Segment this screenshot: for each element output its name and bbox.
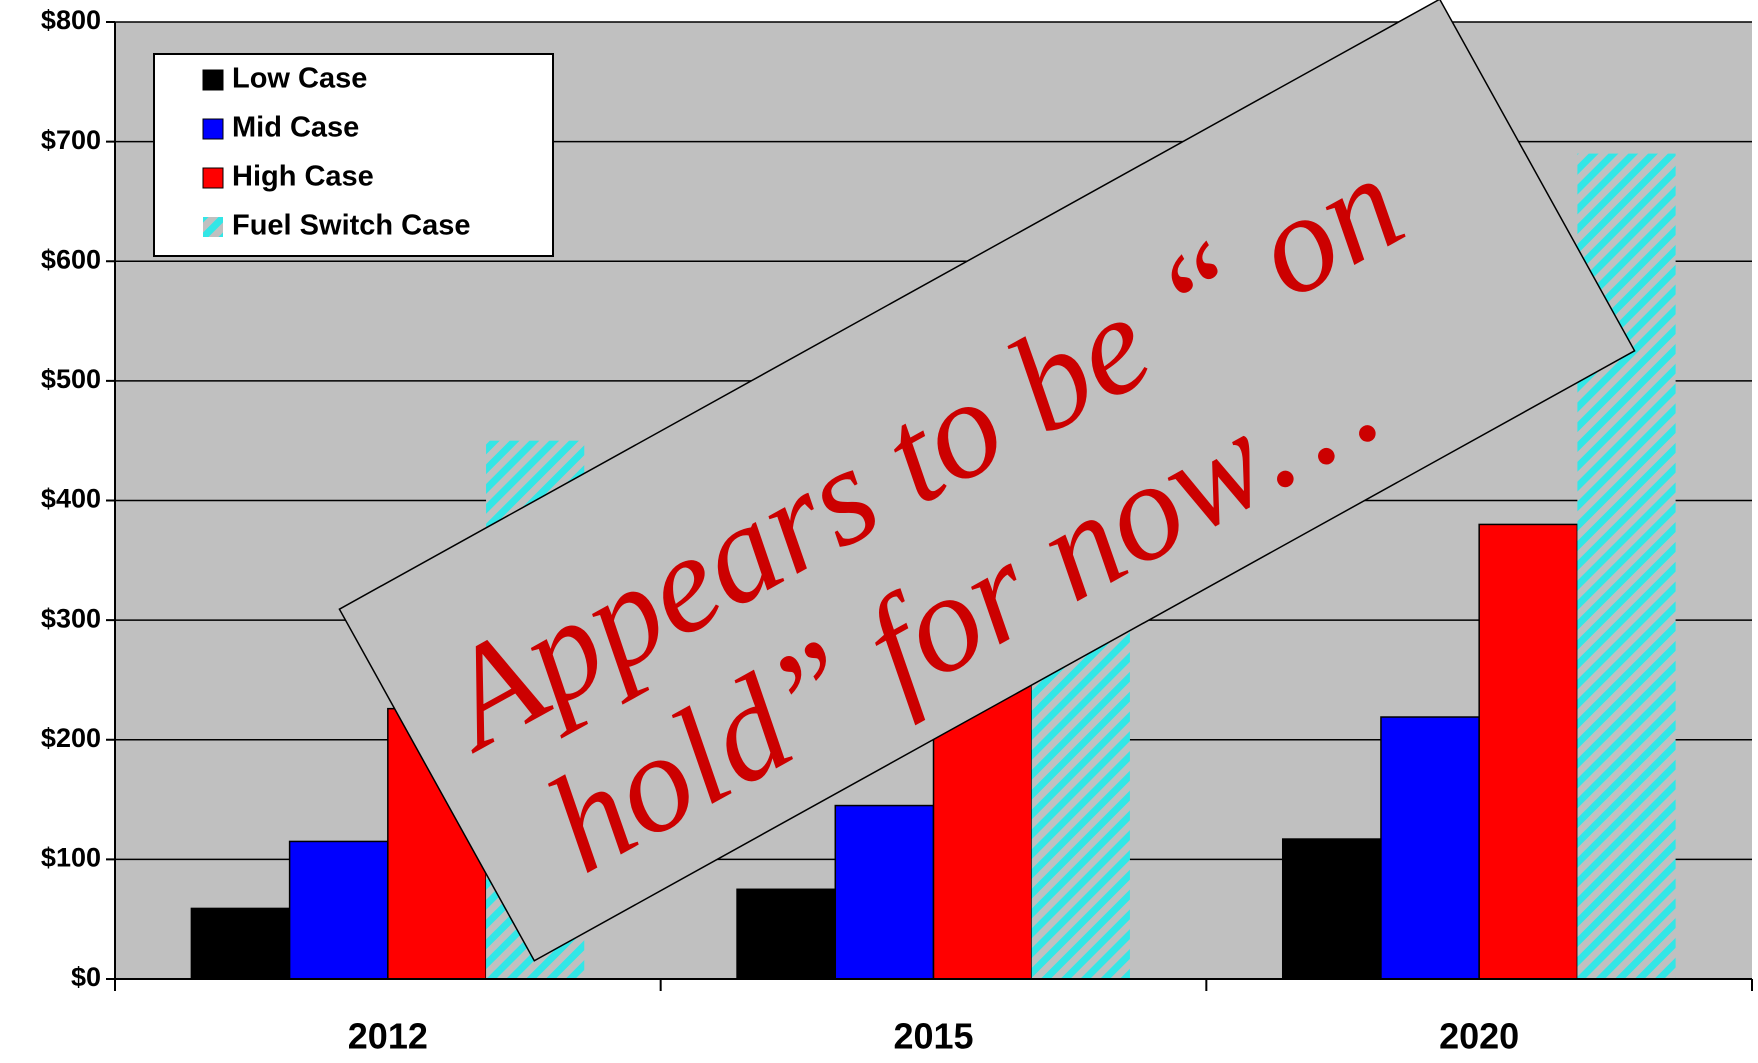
legend-swatch [202, 69, 224, 91]
y-tick-label: $300 [41, 603, 101, 633]
x-tick-label: 2015 [893, 1016, 973, 1057]
legend-swatch [202, 167, 224, 189]
x-tick-label: 2020 [1439, 1016, 1519, 1057]
bar [1380, 716, 1480, 980]
bar [288, 840, 389, 980]
bar [1281, 838, 1382, 980]
legend-swatch [203, 217, 223, 237]
legend-label: Fuel Switch Case [232, 210, 471, 242]
y-tick-label: $500 [41, 364, 101, 394]
y-tick-label: $100 [41, 843, 101, 873]
legend-swatch [202, 118, 224, 140]
bar [190, 907, 291, 980]
y-tick-label: $700 [41, 125, 101, 155]
legend-label: Mid Case [232, 112, 359, 144]
bar [834, 804, 935, 980]
y-tick-label: $0 [71, 962, 101, 992]
legend-label: High Case [232, 161, 374, 193]
bar [1031, 620, 1130, 979]
bar [1478, 523, 1579, 980]
x-tick-label: 2012 [348, 1016, 428, 1057]
annotation-box [338, 0, 1636, 962]
legend: Low Case Mid Case High Case Fuel Switch Cas… [153, 53, 554, 257]
bar [736, 888, 837, 980]
y-tick-label: $600 [41, 244, 101, 274]
y-tick-label: $400 [41, 484, 101, 514]
y-tick-label: $800 [41, 5, 101, 35]
legend-label: Low Case [232, 63, 367, 95]
y-tick-label: $200 [41, 723, 101, 753]
